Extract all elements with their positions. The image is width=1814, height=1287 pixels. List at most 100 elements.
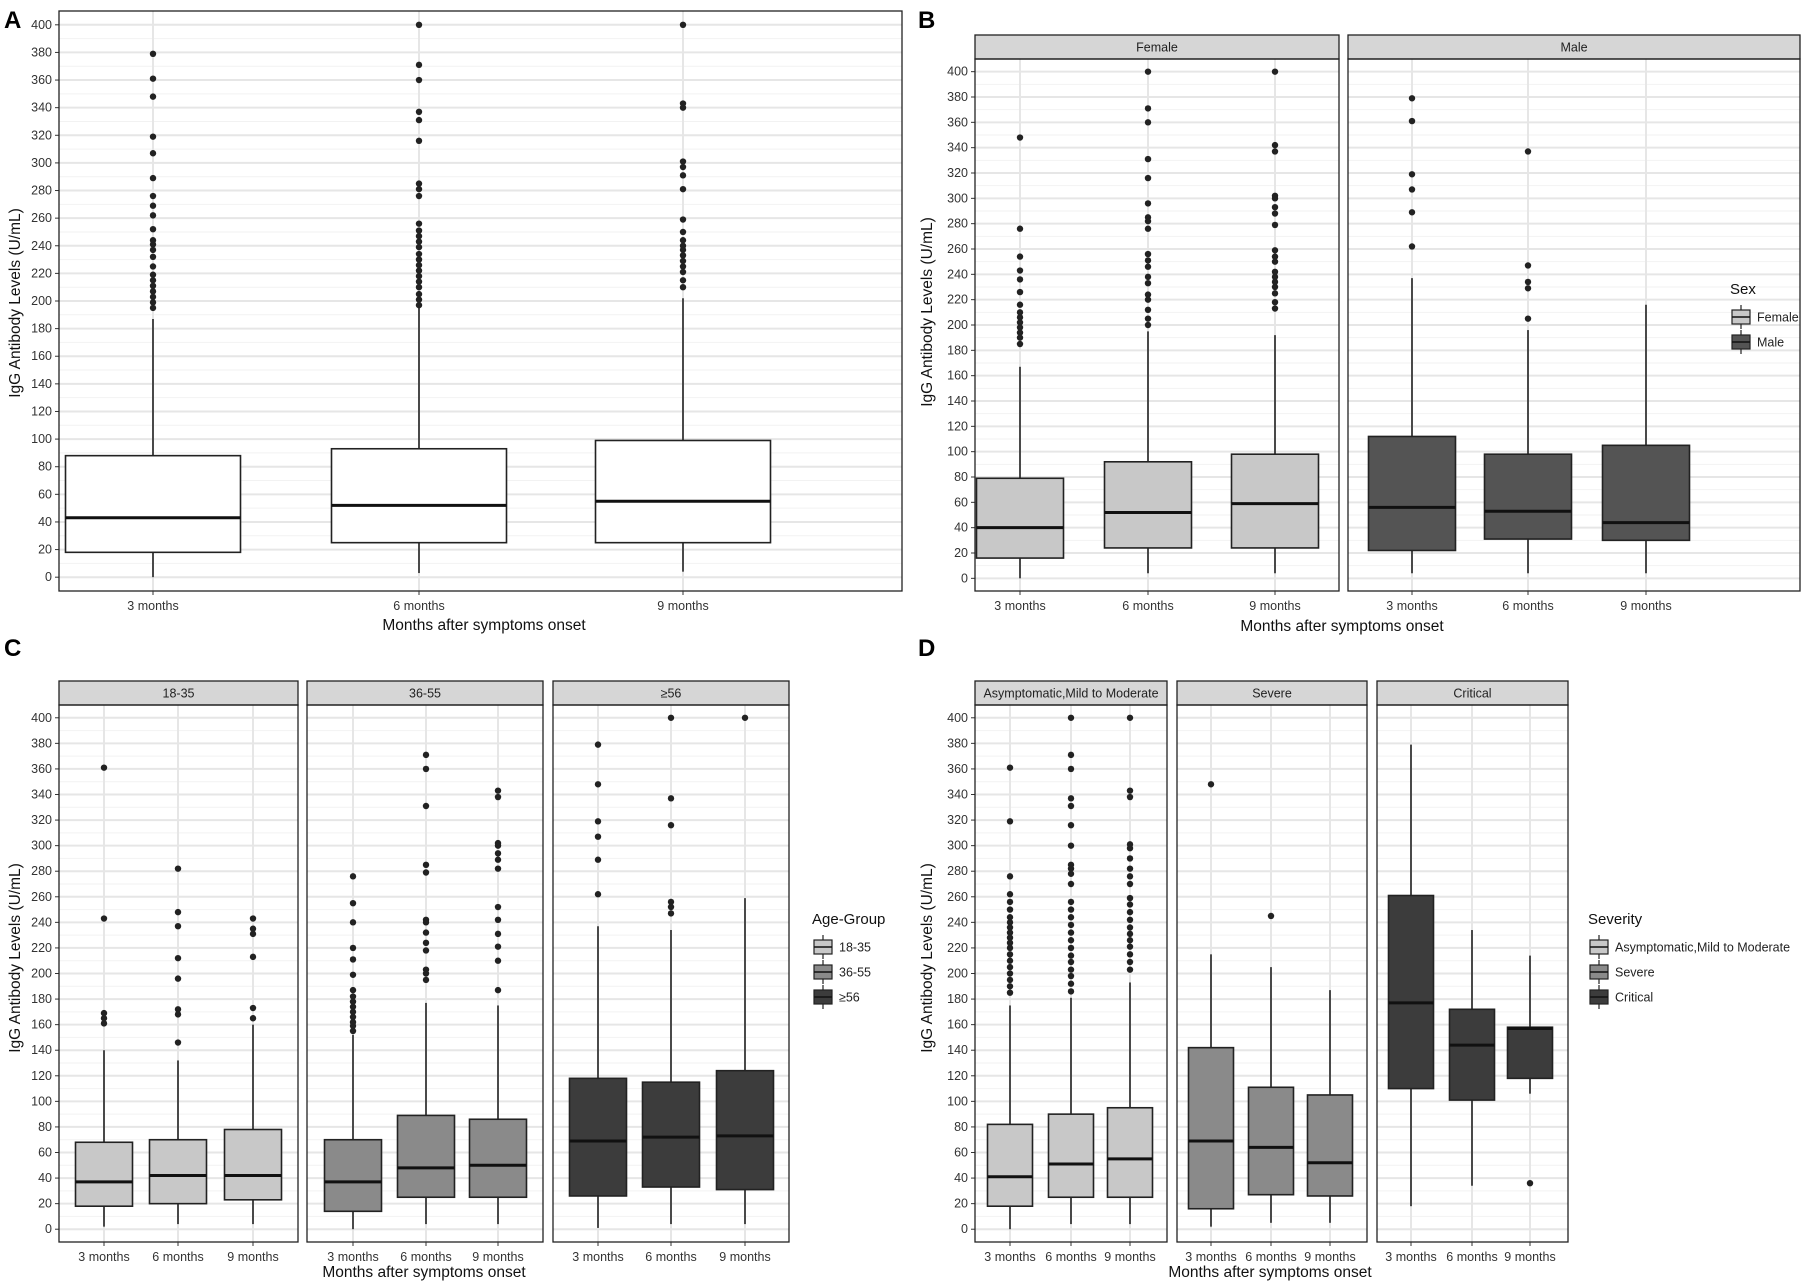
y-tick-label: 120 (947, 1069, 968, 1083)
outlier-point (1271, 210, 1279, 217)
y-tick-label: 360 (31, 73, 52, 87)
y-tick-label: 0 (45, 570, 52, 584)
outlier-point (1126, 894, 1134, 902)
x-tick-label: 3 months (994, 599, 1045, 613)
outlier-point (149, 293, 157, 301)
y-tick-label: 120 (31, 404, 52, 418)
outlier-point (1006, 976, 1014, 984)
outlier-point (1067, 861, 1075, 869)
iqr-box (1247, 1086, 1295, 1196)
iqr-box (148, 1138, 208, 1205)
outlier-point (1126, 901, 1134, 908)
outlier-point (1016, 340, 1024, 348)
outlier-point (594, 891, 602, 898)
x-tick-label: 9 months (1249, 599, 1300, 613)
y-tick-label: 300 (947, 191, 968, 205)
outlier-point (494, 865, 502, 872)
outlier-point (422, 916, 430, 923)
y-tick-label: 280 (947, 217, 968, 231)
iqr-box (641, 1081, 701, 1188)
outlier-point (679, 257, 687, 265)
panel-frame (974, 58, 1340, 592)
outlier-point (415, 232, 423, 240)
outlier-point (1016, 134, 1024, 141)
facet-strip-label: Male (1560, 41, 1587, 55)
y-tick-label: 40 (954, 521, 968, 535)
x-tick-label: 9 months (1504, 1250, 1555, 1264)
facet-strip-label: Asymptomatic,Mild to Moderate (983, 687, 1158, 701)
outlier-point (415, 290, 423, 298)
x-tick-label: 9 months (1620, 599, 1671, 613)
outlier-point (415, 278, 423, 285)
y-tick-label: 240 (31, 239, 52, 253)
outlier-point (1067, 906, 1075, 913)
box-1 (323, 873, 383, 1230)
y-tick-label: 220 (31, 941, 52, 955)
box-2 (1103, 68, 1193, 574)
y-tick-label: 60 (954, 1146, 968, 1160)
outlier-point (667, 903, 675, 911)
y-tick-label: 160 (31, 1018, 52, 1032)
outlier-point (1526, 1179, 1534, 1187)
outlier-point (149, 212, 157, 219)
y-tick-label: 60 (38, 1146, 52, 1160)
outlier-point (1408, 95, 1416, 102)
outlier-point (1067, 988, 1075, 995)
outlier-point (1144, 105, 1152, 112)
outlier-point (422, 947, 430, 954)
outlier-point (679, 237, 687, 244)
outlier-point (349, 873, 357, 880)
outlier-point (494, 787, 502, 794)
outlier-point (1067, 937, 1075, 944)
box-1 (1187, 781, 1235, 1227)
outlier-point (415, 243, 423, 251)
outlier-point (1006, 944, 1014, 952)
y-tick-label: 380 (31, 736, 52, 750)
outlier-point (1067, 765, 1075, 773)
y-tick-label: 100 (31, 432, 52, 446)
outlier-point (594, 833, 602, 840)
panel-frame (306, 704, 544, 1243)
y-axis-title: IgG Antibody Levels (U/mL) (919, 217, 936, 407)
outlier-point (1067, 929, 1075, 936)
outlier-point (679, 100, 687, 107)
outlier-point (249, 915, 257, 922)
outlier-point (1016, 225, 1024, 232)
outlier-point (1016, 314, 1024, 321)
outlier-point (349, 956, 357, 963)
outlier-point (149, 299, 157, 306)
y-tick-label: 20 (38, 1197, 52, 1211)
outlier-point (1067, 921, 1075, 929)
outlier-point (422, 966, 430, 973)
y-tick-label: 80 (954, 1120, 968, 1134)
box-3 (1306, 990, 1354, 1223)
y-tick-label: 0 (45, 1222, 52, 1236)
legend-label: 36-55 (839, 966, 871, 980)
facet-strip-label: Female (1136, 41, 1178, 55)
outlier-point (679, 268, 687, 276)
box-1 (986, 764, 1034, 1230)
x-axis-title: Months after symptoms onset (1240, 618, 1444, 635)
outlier-point (415, 272, 423, 280)
outlier-point (174, 908, 182, 916)
y-tick-label: 340 (947, 141, 968, 155)
outlier-point (349, 971, 357, 978)
facet-critical: Critical 3 months 6 months 9 months (1376, 680, 1569, 1264)
y-tick-label: 100 (947, 1094, 968, 1108)
y-tick-label: 320 (947, 166, 968, 180)
outlier-point (1067, 870, 1075, 877)
x-tick-label: 3 months (1386, 599, 1437, 613)
y-tick-label: 200 (947, 967, 968, 981)
box-3 (1230, 68, 1320, 574)
outlier-point (100, 1020, 108, 1027)
outlier-point (1126, 966, 1134, 973)
outlier-point (1408, 117, 1416, 125)
box-1 (74, 764, 134, 1227)
outlier-point (422, 929, 430, 936)
box-3 (1506, 955, 1554, 1187)
outlier-point (1126, 793, 1134, 801)
iqr-box (1106, 1106, 1154, 1199)
outlier-point (415, 180, 423, 187)
iqr-box (1230, 453, 1320, 549)
